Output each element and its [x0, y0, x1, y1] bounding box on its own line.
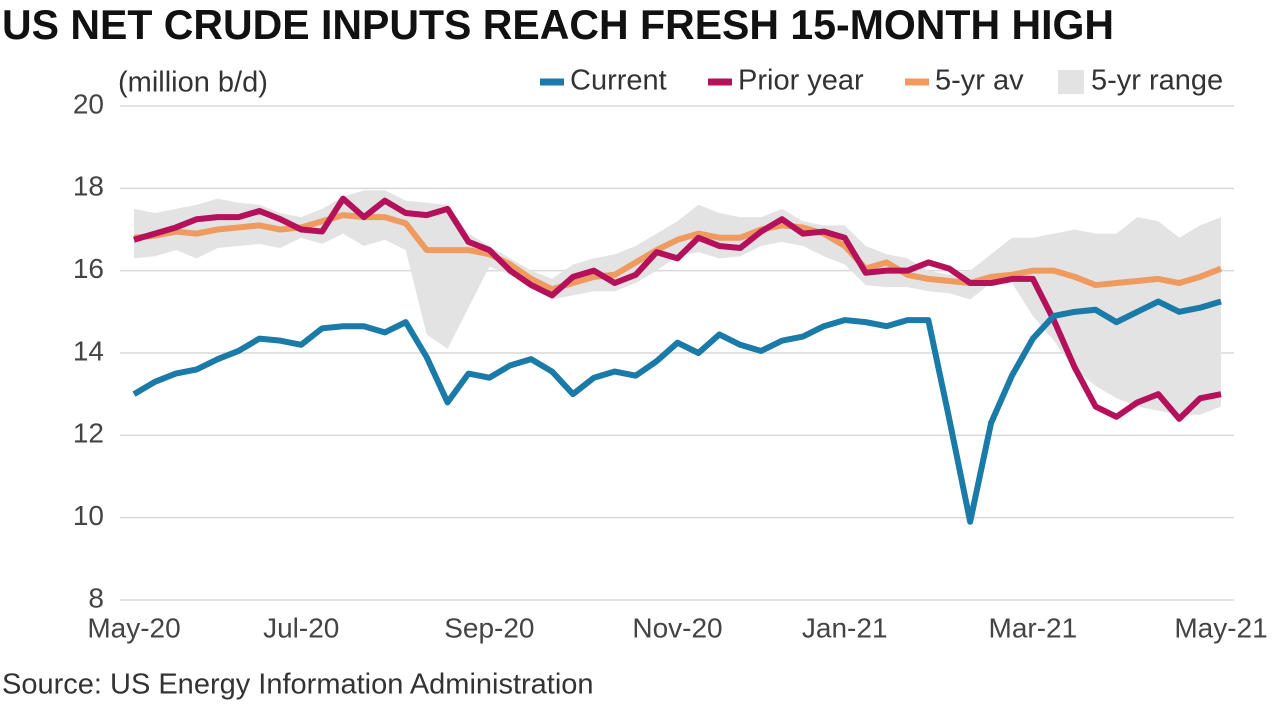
range-area — [134, 190, 1221, 415]
x-tick-label: Jan-21 — [802, 612, 888, 643]
legend-label: 5-yr av — [935, 65, 1024, 97]
series-line — [133, 212, 1223, 293]
y-tick-label: 10 — [73, 500, 104, 531]
x-tick-label: Mar-21 — [989, 612, 1078, 643]
y-axis-label: (million b/d) — [118, 67, 268, 99]
y-tick-label: 20 — [73, 88, 104, 119]
y-tick-label: 12 — [73, 418, 104, 449]
y-tick-label: 8 — [88, 582, 104, 613]
y-tick-label: 18 — [73, 171, 104, 202]
y-tick-label: 16 — [73, 253, 104, 284]
legend-label: Prior year — [738, 65, 864, 97]
series-line — [132, 298, 1222, 525]
x-tick-label: Jul-20 — [263, 612, 339, 643]
legend-label: 5-yr range — [1091, 65, 1223, 97]
chart-title: US NET CRUDE INPUTS REACH FRESH 15-MONTH… — [2, 1, 1114, 48]
y-tick-label: 14 — [73, 335, 104, 366]
x-tick-label: Sep-20 — [444, 612, 534, 643]
x-tick-label: May-21 — [1174, 612, 1267, 643]
x-tick-label: Nov-20 — [632, 612, 722, 643]
x-tick-label: May-20 — [87, 612, 180, 643]
source-note: Source: US Energy Information Administra… — [2, 669, 594, 701]
series-line — [133, 195, 1222, 422]
legend-label: Current — [570, 65, 667, 97]
legend-swatch — [1058, 70, 1084, 94]
